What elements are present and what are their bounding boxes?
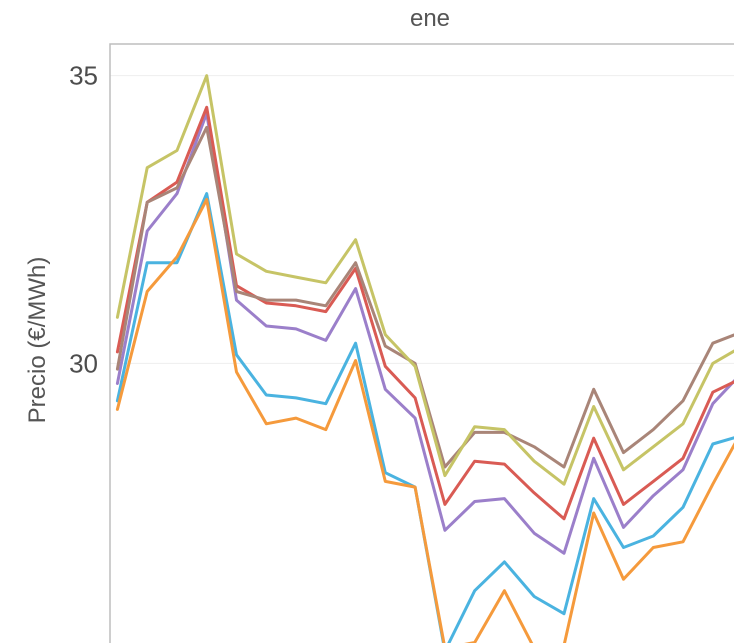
series-line-3 <box>115 111 734 555</box>
chart-title: ene <box>410 5 450 32</box>
y-tick-label: 30 <box>69 348 98 378</box>
y-tick-label: 35 <box>69 61 98 91</box>
grid <box>110 75 734 364</box>
y-axis: 30 35 <box>69 61 98 379</box>
series-line-5 <box>115 125 734 469</box>
series-line-4 <box>115 105 734 521</box>
series-line-1 <box>115 192 734 643</box>
y-axis-title: Precio (€/MWh) <box>24 257 51 424</box>
series-layer <box>115 74 734 643</box>
panel-border <box>109 43 734 643</box>
series-line-2 <box>115 197 734 643</box>
series-line-6 <box>115 74 734 486</box>
